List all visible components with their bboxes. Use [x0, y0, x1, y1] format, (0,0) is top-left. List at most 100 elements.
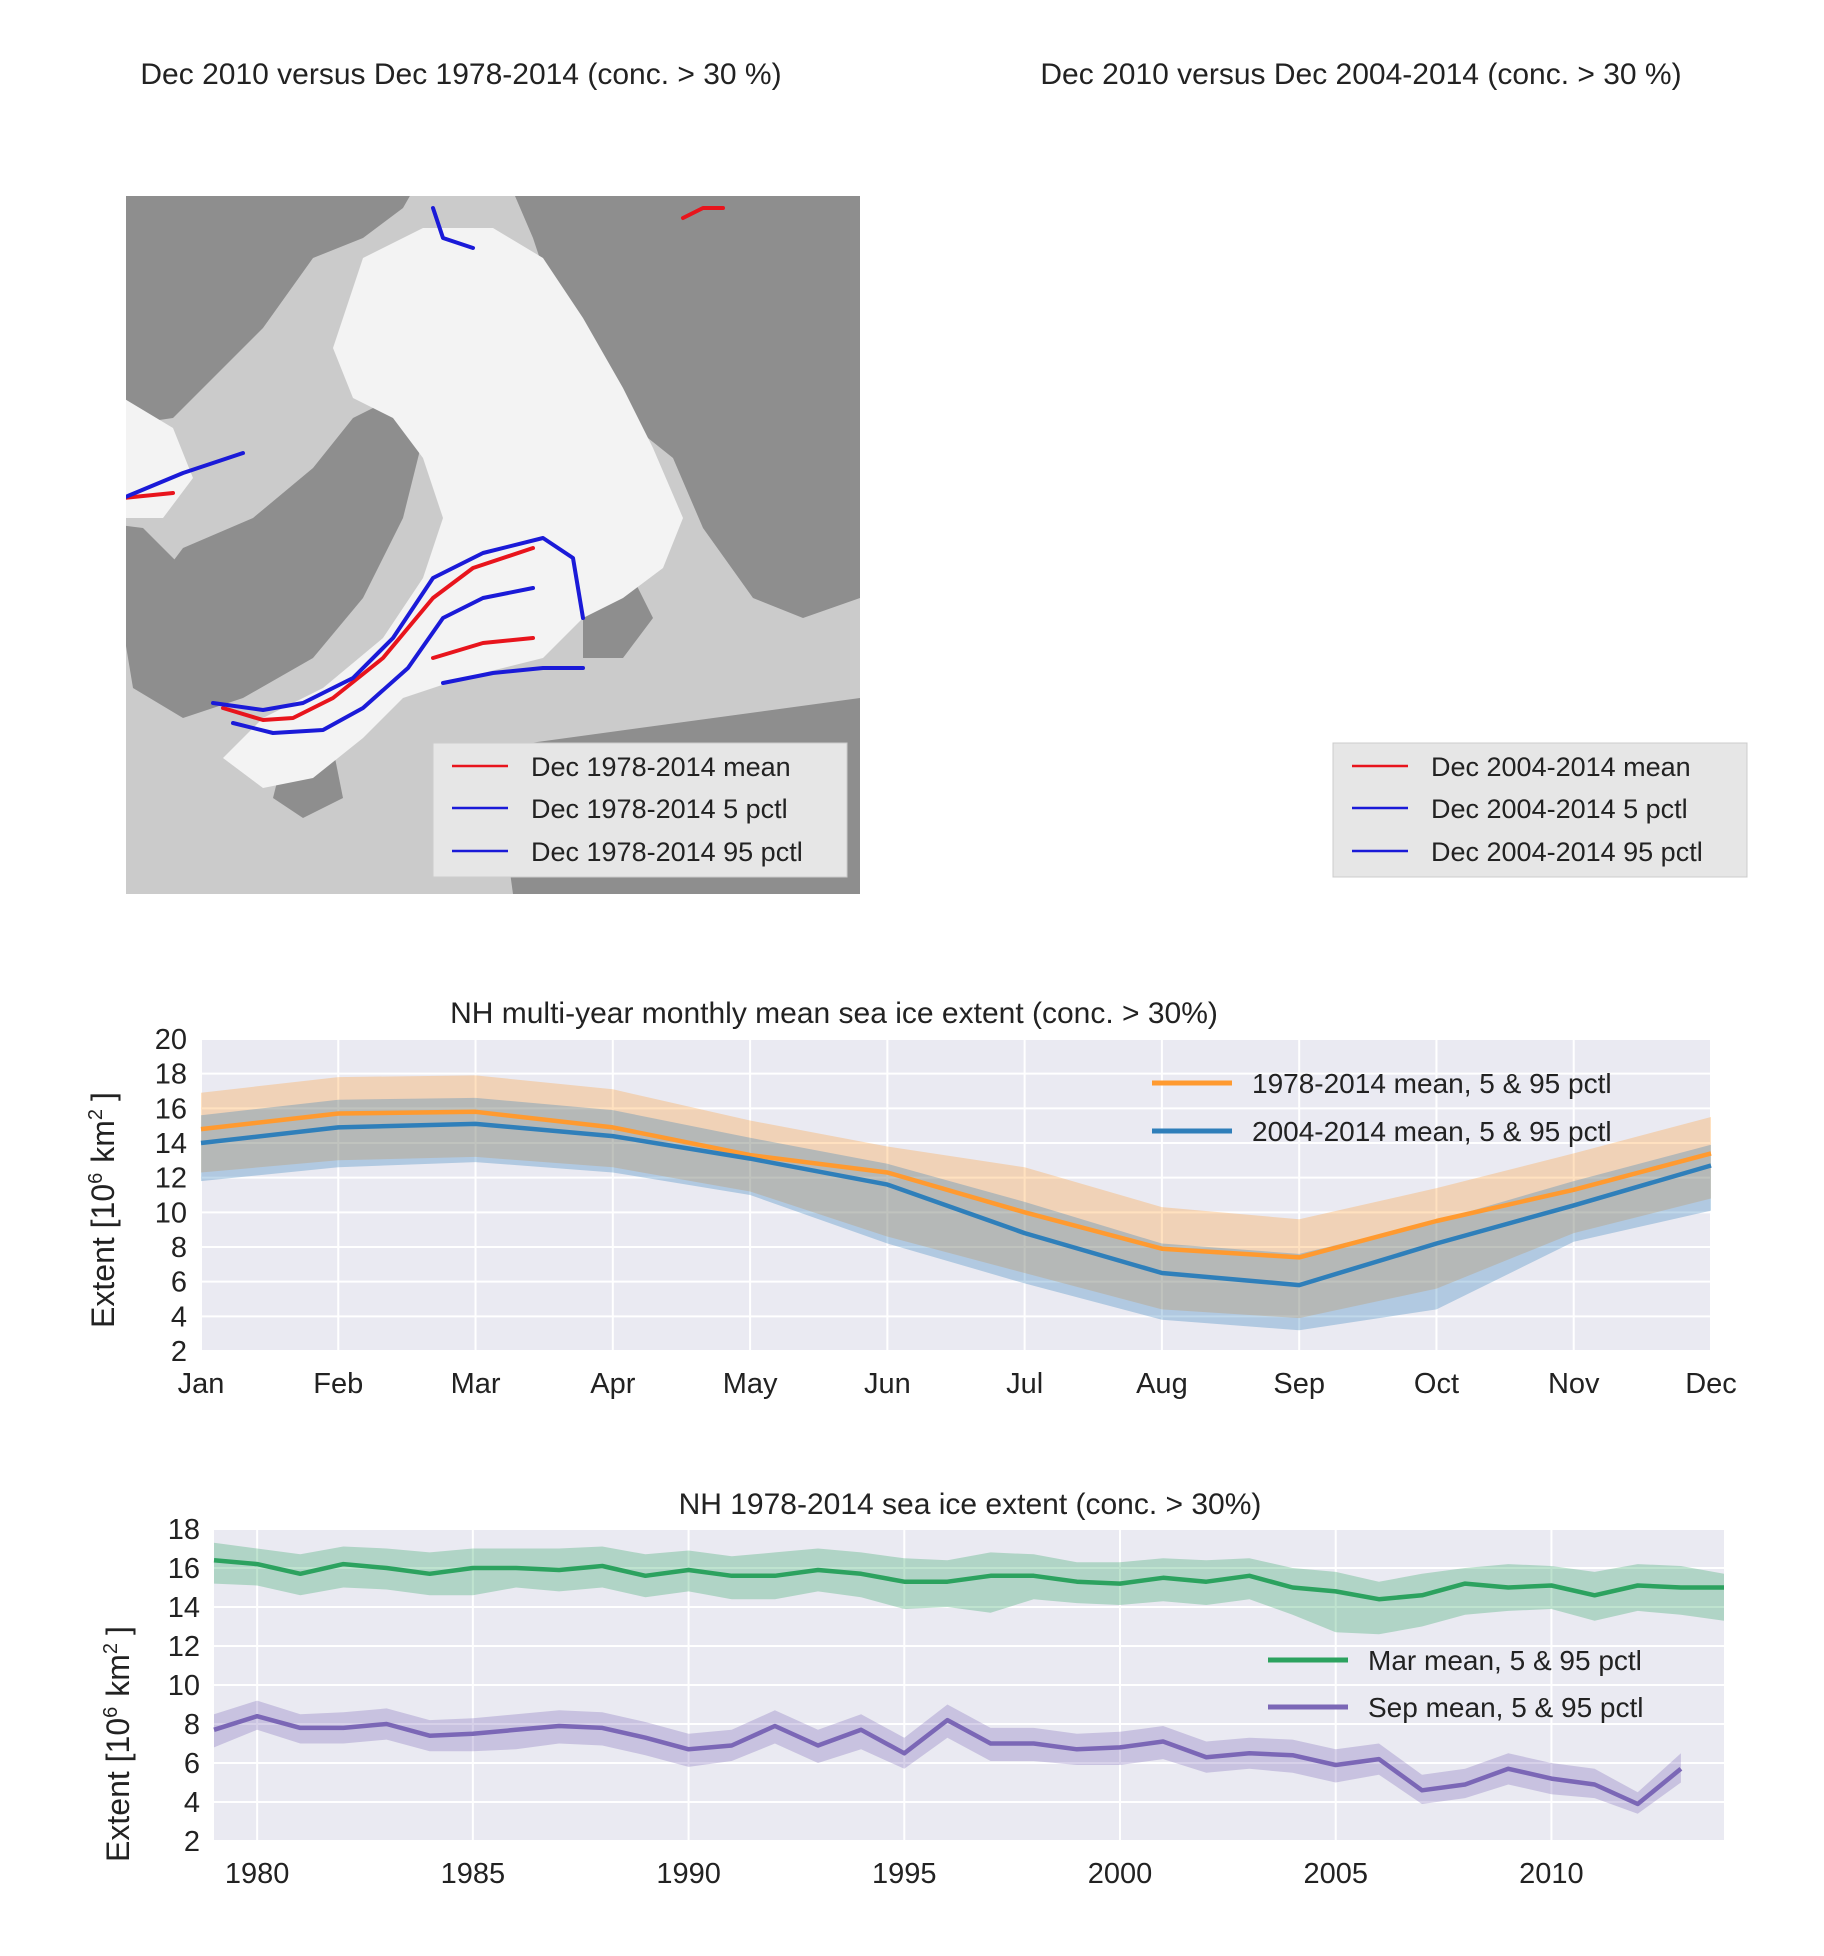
map-panel-1978-2014 [63, 98, 860, 894]
legend-label: 1978-2014 mean, 5 & 95 pctl [1252, 1068, 1612, 1099]
ice-edge-contour [663, 98, 793, 158]
ice-edge-contour [126, 491, 175, 500]
ice-edge-contour [1393, 648, 1483, 668]
chart1-ylabel-exp: 6 [85, 1173, 107, 1184]
map-contours [63, 98, 793, 735]
y-tick-label: 20 [155, 1024, 187, 1056]
x-tick-label: 1985 [441, 1858, 506, 1890]
x-tick-label: Jul [1006, 1368, 1043, 1400]
ice-edge-contour [126, 451, 245, 499]
map2-legend-mean: Dec 2004-2014 mean [1431, 752, 1691, 782]
mean-line-1 [213, 1713, 1683, 1807]
map1-legend-p5: Dec 1978-2014 5 pctl [531, 794, 788, 824]
ice-edge-contour [1153, 493, 1503, 708]
map2-legend: Dec 2004-2014 mean Dec 2004-2014 5 pctl … [1332, 742, 1748, 878]
chart2-ylabel-end: ] [100, 1626, 136, 1635]
ice-edge-contour [221, 546, 535, 722]
legend-label: Sep mean, 5 & 95 pctl [1368, 1692, 1644, 1723]
y-tick-label: 2 [184, 1826, 200, 1858]
chart1-ylabel-exp2: 2 [85, 1109, 107, 1120]
x-tick-label: Nov [1548, 1368, 1600, 1400]
x-tick-label: 2000 [1088, 1858, 1153, 1890]
ice-edge-contour [63, 338, 93, 418]
map-sea-ice-bay [963, 378, 1093, 518]
x-tick-label: May [723, 1368, 778, 1400]
x-tick-label: Aug [1136, 1368, 1188, 1400]
chart2-ylabel-main: Extent [10 [100, 1718, 136, 1862]
y-tick-label: 18 [155, 1059, 187, 1091]
x-tick-label: Sep [1273, 1368, 1325, 1400]
y-tick-label: 12 [155, 1163, 187, 1195]
y-tick-label: 18 [168, 1514, 200, 1546]
y-tick-label: 8 [184, 1709, 200, 1741]
chart2-ylabel-exp: 6 [100, 1707, 122, 1718]
ice-edge-contour [441, 666, 585, 685]
mean-line-1 [200, 1121, 1712, 1288]
plot-area [201, 1039, 1711, 1351]
chart2-ylabel-unit: km [100, 1654, 136, 1697]
ice-edge-contour [963, 348, 998, 428]
chart2-ylabel: Extent [106 km2] [100, 1626, 136, 1862]
chart2-ylabel-exp2: 2 [100, 1643, 122, 1654]
x-tick-label: Apr [590, 1368, 635, 1400]
x-tick-label: 1980 [225, 1858, 290, 1890]
y-tick-label: 4 [171, 1301, 187, 1333]
x-tick-label: 2005 [1303, 1858, 1368, 1890]
map2-legend-p95: Dec 2004-2014 95 pctl [1431, 837, 1703, 867]
ice-edge-contour [1653, 98, 1723, 123]
y-tick-label: 12 [168, 1631, 200, 1663]
ice-edge-contour [211, 536, 585, 712]
chart1-ylabel: Extent [106 km2] [85, 1092, 121, 1328]
map-sea-ice [1123, 228, 1583, 788]
x-tick-label: 1995 [872, 1858, 937, 1890]
legend-label: Mar mean, 5 & 95 pctl [1368, 1645, 1642, 1676]
svg-text:Extent [106km2]: Extent [106 km2] [85, 1092, 121, 1328]
ice-edge-contour [1383, 228, 1413, 268]
chart1-ylabel-unit: km [85, 1120, 121, 1163]
y-tick-label: 2 [171, 1336, 187, 1368]
y-tick-label: 10 [168, 1670, 200, 1702]
x-tick-label: Dec [1685, 1368, 1737, 1400]
chart1-ylabel-end: ] [85, 1092, 121, 1101]
map2-legend-p5: Dec 2004-2014 5 pctl [1431, 794, 1688, 824]
ice-edge-contour [1313, 108, 1363, 158]
map1-title: Dec 2010 versus Dec 1978-2014 (conc. > 3… [140, 58, 781, 91]
map2-title: Dec 2010 versus Dec 2004-2014 (conc. > 3… [1040, 58, 1681, 91]
legend-label: 2004-2014 mean, 5 & 95 pctl [1252, 1116, 1612, 1147]
map1-legend-mean: Dec 1978-2014 mean [531, 752, 791, 782]
x-tick-label: 2010 [1519, 1858, 1584, 1890]
y-tick-label: 16 [168, 1553, 200, 1585]
chart2-title: NH 1978-2014 sea ice extent (conc. > 30%… [679, 1488, 1262, 1521]
x-tick-label: Jan [178, 1368, 225, 1400]
ice-edge-contour [431, 636, 535, 660]
mean-line-0 [213, 1557, 1724, 1602]
ice-edge-contour [1163, 498, 1508, 718]
x-tick-label: Mar [451, 1368, 501, 1400]
ice-edge-contour [681, 206, 725, 220]
y-tick-label: 8 [171, 1232, 187, 1264]
ice-edge-contour [443, 98, 503, 153]
pctl-band-1 [201, 1097, 1711, 1331]
ice-edge-contour [431, 206, 475, 250]
y-tick-label: 16 [155, 1093, 187, 1125]
svg-text:Extent [106km2]: Extent [106 km2] [100, 1626, 136, 1862]
x-tick-label: Feb [313, 1368, 363, 1400]
x-tick-label: 1990 [656, 1858, 721, 1890]
map1-legend: Dec 1978-2014 mean Dec 1978-2014 5 pctl … [432, 742, 848, 878]
annual-extent-chart: 2 4 6 8 10 12 14 16 18 1980 1985 1990 1995 2000 2005 20… [168, 1514, 1724, 1890]
legend: 1978-2014 mean, 5 & 95 pctl 2004-2014 mea… [1152, 1068, 1612, 1147]
x-tick-label: Oct [1414, 1368, 1459, 1400]
legend: Mar mean, 5 & 95 pctl Sep mean, 5 & 95 pc… [1268, 1645, 1644, 1723]
map-contours [963, 98, 1723, 733]
y-tick-label: 4 [184, 1787, 200, 1819]
ice-edge-contour [483, 98, 523, 158]
y-tick-label: 10 [155, 1197, 187, 1229]
map-sea-ice [223, 228, 683, 788]
pctl-band-0 [201, 1075, 1711, 1319]
ice-edge-contour [1163, 548, 1493, 733]
ice-edge-contour [1403, 673, 1488, 683]
ice-edge-contour [1343, 108, 1383, 153]
chart1-ylabel-main: Extent [10 [85, 1184, 121, 1328]
map1-legend-p95: Dec 1978-2014 95 pctl [531, 837, 803, 867]
